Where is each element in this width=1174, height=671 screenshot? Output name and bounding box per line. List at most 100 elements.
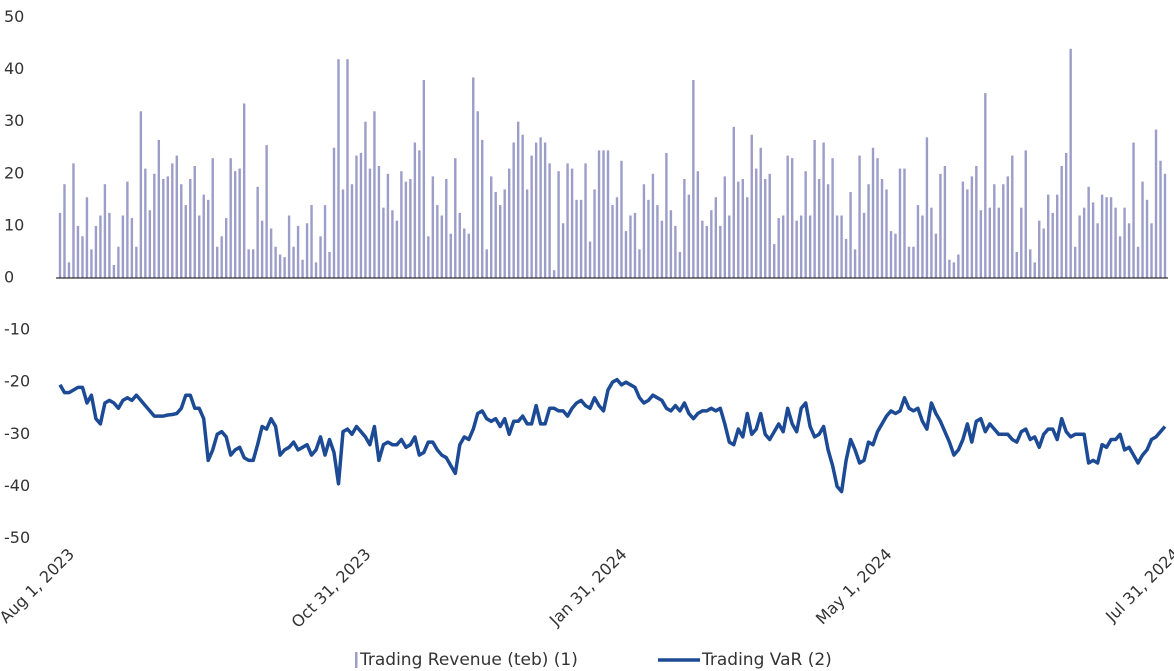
bar bbox=[1109, 197, 1113, 278]
bar bbox=[431, 176, 435, 278]
bar bbox=[1150, 223, 1153, 278]
bar bbox=[319, 236, 322, 278]
bar bbox=[117, 246, 120, 278]
bar bbox=[795, 220, 798, 278]
bar bbox=[593, 189, 596, 278]
bar bbox=[458, 212, 461, 278]
bar bbox=[988, 207, 992, 278]
bar bbox=[1159, 160, 1162, 278]
bar bbox=[301, 259, 304, 278]
bar bbox=[548, 163, 551, 278]
bar bbox=[1055, 194, 1059, 278]
bar bbox=[862, 212, 866, 278]
bar bbox=[355, 155, 358, 278]
bar bbox=[916, 205, 920, 278]
bar bbox=[516, 121, 520, 278]
y-tick-label: -10 bbox=[4, 320, 30, 339]
bar bbox=[373, 111, 376, 278]
y-tick-label: -30 bbox=[4, 424, 30, 443]
bar bbox=[669, 210, 673, 278]
bar bbox=[449, 233, 452, 278]
bar bbox=[490, 176, 493, 278]
bar bbox=[903, 168, 906, 278]
bar bbox=[620, 160, 623, 278]
bar bbox=[454, 158, 457, 278]
x-tick-label: Jan 31, 2024 bbox=[545, 545, 631, 631]
bar bbox=[130, 218, 134, 278]
bar bbox=[948, 259, 951, 278]
x-tick-label: Aug 1, 2023 bbox=[0, 545, 78, 627]
bar bbox=[714, 197, 718, 278]
bar bbox=[292, 246, 295, 278]
bar bbox=[552, 270, 556, 278]
bar bbox=[534, 142, 538, 278]
bar bbox=[629, 215, 632, 278]
bar bbox=[90, 249, 93, 278]
y-tick-label: 0 bbox=[4, 268, 14, 287]
bar bbox=[808, 215, 812, 278]
bar bbox=[503, 189, 506, 278]
bar bbox=[710, 210, 713, 278]
bar bbox=[1100, 194, 1104, 278]
bar bbox=[1064, 152, 1068, 278]
bar bbox=[395, 220, 399, 278]
bar bbox=[539, 137, 542, 278]
bar bbox=[85, 197, 89, 278]
bar bbox=[494, 192, 497, 278]
bar bbox=[1024, 150, 1027, 278]
bar bbox=[759, 147, 762, 278]
bar bbox=[898, 168, 902, 278]
bar bbox=[211, 158, 214, 278]
bar bbox=[687, 194, 691, 278]
bar bbox=[979, 210, 983, 278]
bar bbox=[359, 152, 363, 278]
bar bbox=[894, 233, 897, 278]
bar bbox=[135, 246, 138, 278]
bar bbox=[921, 215, 924, 278]
y-tick-label: 20 bbox=[4, 163, 24, 182]
bar bbox=[678, 251, 682, 278]
bar bbox=[1105, 197, 1108, 278]
bar bbox=[76, 225, 80, 278]
bar bbox=[481, 139, 484, 278]
bar bbox=[67, 262, 71, 278]
bar bbox=[790, 158, 794, 278]
y-tick-label: -40 bbox=[4, 476, 30, 495]
bar bbox=[741, 179, 744, 278]
bar bbox=[436, 205, 439, 278]
bar bbox=[1096, 223, 1099, 278]
bar bbox=[238, 168, 241, 278]
legend-swatch bbox=[355, 652, 358, 668]
bar bbox=[1136, 246, 1140, 278]
bar bbox=[871, 147, 875, 278]
bar bbox=[970, 176, 974, 278]
bar bbox=[633, 212, 637, 278]
bar bbox=[467, 233, 470, 278]
bar bbox=[233, 171, 237, 278]
bar bbox=[705, 225, 709, 278]
bar bbox=[1087, 186, 1090, 278]
bar bbox=[220, 236, 223, 278]
bar bbox=[499, 205, 502, 278]
bar bbox=[719, 225, 722, 278]
bar bbox=[831, 158, 834, 278]
x-tick-label: May 1, 2024 bbox=[812, 545, 896, 629]
bar bbox=[732, 126, 735, 278]
bar bbox=[1073, 246, 1077, 278]
bar bbox=[692, 80, 695, 279]
bar bbox=[525, 189, 529, 278]
bar bbox=[1154, 129, 1158, 278]
bar bbox=[1060, 165, 1063, 278]
bar bbox=[1132, 142, 1135, 278]
bar bbox=[400, 171, 403, 278]
bar bbox=[1020, 207, 1023, 278]
bar bbox=[1145, 199, 1149, 278]
bar bbox=[799, 215, 803, 278]
bar bbox=[750, 134, 753, 278]
y-tick-label: 10 bbox=[4, 215, 24, 234]
bar bbox=[283, 257, 286, 278]
y-tick-label: -50 bbox=[4, 528, 30, 547]
bar bbox=[957, 254, 960, 278]
bar bbox=[278, 254, 282, 278]
bar bbox=[1069, 48, 1072, 279]
